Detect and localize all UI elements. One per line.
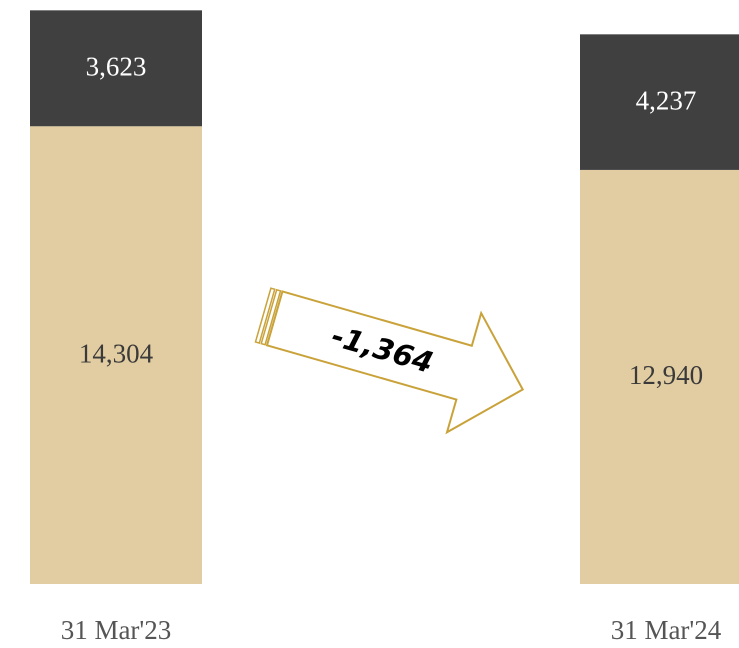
arrow-stripe <box>254 287 276 345</box>
bar-segment <box>580 169 739 585</box>
value-label: 12,940 <box>629 360 703 390</box>
value-label: 3,623 <box>86 52 147 82</box>
bar-segment <box>580 34 739 170</box>
arrow-shape <box>265 290 525 435</box>
bar-segment <box>30 126 202 584</box>
x-tick-label: 31 Mar'23 <box>61 615 172 645</box>
arrow: -1,364 <box>254 287 525 435</box>
value-label: 14,304 <box>79 338 154 368</box>
arrow-stripe <box>260 288 282 346</box>
bar-segment <box>30 10 202 127</box>
value-label: 4,237 <box>636 85 697 115</box>
x-tick-label: 31 Mar'24 <box>611 615 722 645</box>
